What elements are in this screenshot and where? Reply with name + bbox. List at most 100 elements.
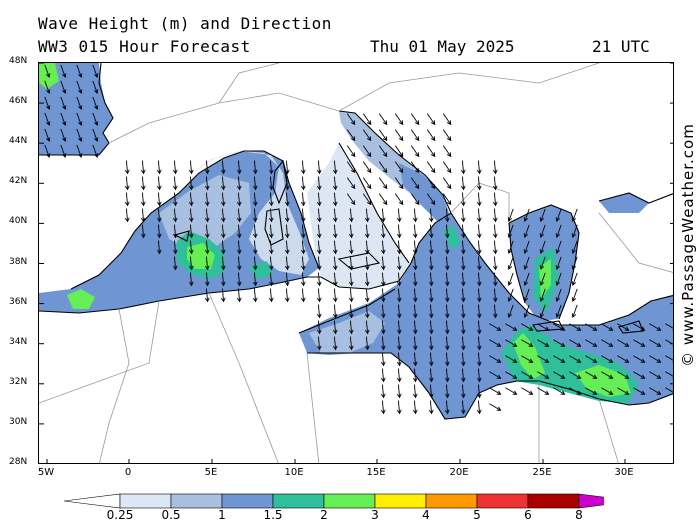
wave-arrow: [521, 371, 534, 379]
wave-arrow: [362, 113, 372, 126]
wave-arrow: [444, 224, 450, 239]
wave-arrow: [92, 144, 99, 158]
wave-arrow: [428, 208, 434, 223]
wave-arrow: [553, 387, 566, 395]
lat-label: 32N: [9, 376, 28, 387]
wave-arrow: [442, 129, 452, 142]
wave-arrow: [396, 400, 402, 415]
wave-arrow: [394, 145, 404, 158]
wave-arrow: [394, 113, 404, 126]
colorbar-label: 3: [371, 508, 379, 522]
wave-arrow: [460, 288, 466, 303]
wave-arrow: [300, 192, 306, 207]
wave-arrow: [316, 224, 322, 239]
wave-arrow: [44, 96, 51, 110]
wave-arrow: [460, 160, 466, 175]
wave-arrow: [204, 192, 210, 207]
wave-arrow: [442, 145, 452, 158]
wave-arrow: [476, 288, 482, 303]
wave-arrow: [492, 256, 498, 271]
wave-arrow: [507, 304, 514, 318]
wave-arrow: [346, 113, 356, 126]
wave-arrow: [188, 192, 194, 207]
wave-arrow: [460, 176, 466, 191]
wave-arrow: [412, 224, 418, 239]
wave-arrow: [523, 240, 530, 254]
wave-arrow: [489, 339, 502, 347]
wave-arrow: [555, 256, 562, 270]
wave-arrow: [316, 336, 322, 351]
wave-arrow: [460, 304, 466, 319]
wave-arrow: [665, 355, 673, 363]
colorbar: [64, 493, 604, 509]
wave-arrow: [378, 129, 388, 142]
wave-arrow: [44, 80, 51, 94]
wave-arrow: [412, 400, 418, 415]
wave-arrow: [460, 224, 466, 239]
wave-arrow: [172, 240, 178, 255]
wave-arrow: [633, 371, 646, 379]
wave-arrow: [284, 224, 290, 239]
wave-arrow: [476, 176, 482, 191]
wave-arrow: [410, 129, 420, 142]
wave-arrow: [332, 272, 338, 287]
wave-arrow: [489, 403, 502, 411]
lat-label: 40N: [9, 216, 28, 227]
wave-arrow: [537, 323, 550, 331]
wave-arrow: [332, 256, 338, 271]
wave-arrow: [412, 352, 418, 367]
ionian-swell: [443, 225, 461, 249]
wave-arrow: [300, 288, 306, 303]
wave-arrow: [362, 145, 372, 158]
wave-arrow: [523, 256, 530, 270]
wave-arrow: [380, 400, 386, 415]
wave-arrow: [348, 320, 354, 335]
wave-arrow: [60, 80, 67, 94]
colorbar-label: 2: [320, 508, 328, 522]
wave-arrow: [633, 339, 646, 347]
wave-arrow: [252, 192, 258, 207]
wave-arrow: [92, 112, 99, 126]
wave-arrow: [428, 320, 434, 335]
wave-arrow: [236, 288, 242, 303]
wave-arrow: [300, 208, 306, 223]
wave-arrow: [268, 176, 274, 191]
wave-arrow: [396, 208, 402, 223]
wave-arrow: [268, 256, 274, 271]
lon-label: 30E: [614, 467, 634, 478]
wave-arrow: [172, 208, 178, 223]
wave-arrow: [412, 256, 418, 271]
wave-arrow: [476, 272, 482, 287]
wave-arrow: [412, 384, 418, 399]
wave-arrow: [442, 161, 452, 174]
wave-arrow: [220, 224, 226, 239]
colorbar-arrow-high: [578, 493, 604, 509]
wave-arrow: [188, 256, 194, 271]
wave-arrow: [394, 129, 404, 142]
wave-arrow: [523, 272, 530, 286]
wave-arrow: [284, 256, 290, 271]
lon-label: 15E: [366, 467, 386, 478]
wave-arrow: [569, 339, 582, 347]
wave-arrow: [268, 240, 274, 255]
wave-arrow: [442, 177, 452, 190]
wave-arrow: [428, 352, 434, 367]
wave-arrow: [220, 176, 226, 191]
wave-arrow: [44, 128, 51, 142]
wave-arrow: [172, 160, 178, 175]
wave-arrow: [521, 355, 534, 363]
country-borders: [39, 63, 673, 463]
wave-arrow: [364, 304, 370, 319]
wave-arrow: [300, 240, 306, 255]
wave-arrow: [492, 240, 498, 255]
chart-subtitle: WW3 015 Hour Forecast: [38, 37, 251, 56]
wave-arrow: [426, 161, 436, 174]
wave-arrow: [617, 371, 630, 379]
wave-arrow: [316, 272, 322, 287]
wave-arrow: [44, 64, 51, 78]
wave-arrow: [412, 272, 418, 287]
wave-arrow: [346, 161, 356, 174]
wave-arrow: [156, 192, 162, 207]
wave-arrow: [444, 288, 450, 303]
wave-arrow: [92, 96, 99, 110]
